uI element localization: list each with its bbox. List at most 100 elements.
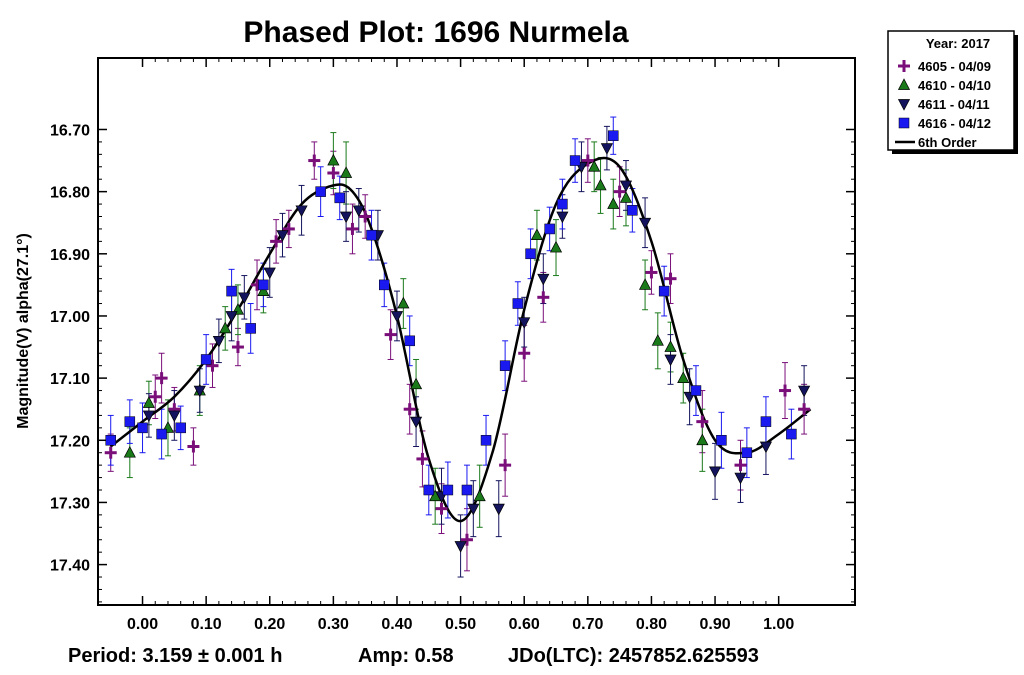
data-point-series-2 xyxy=(397,296,410,309)
data-point-series-3 xyxy=(734,472,747,485)
data-point-series-4 xyxy=(105,435,116,446)
data-point-series-1 xyxy=(416,452,429,465)
legend-item: 4616 - 04/12 xyxy=(898,116,991,131)
data-point-series-3 xyxy=(238,292,251,305)
data-point-series-3 xyxy=(664,354,677,367)
data-point-series-4 xyxy=(627,205,638,216)
data-point-series-1 xyxy=(460,533,473,546)
data-point-series-3 xyxy=(193,385,206,398)
data-point-series-3 xyxy=(759,441,773,454)
data-point-series-2 xyxy=(473,489,486,502)
data-point-series-4 xyxy=(226,285,237,297)
legend-marker xyxy=(898,117,910,129)
data-point-series-1 xyxy=(798,403,811,416)
data-point-series-4 xyxy=(334,192,345,204)
data-point-series-3 xyxy=(518,317,531,329)
x-tick-label: 0.30 xyxy=(318,616,349,633)
data-point-series-2 xyxy=(409,377,423,390)
data-point-series-4 xyxy=(544,223,555,235)
data-point-series-3 xyxy=(212,335,225,348)
data-point-series-2 xyxy=(607,197,620,209)
legend-item-fit: 6th Order xyxy=(895,135,977,150)
data-point-series-4 xyxy=(512,298,524,309)
data-point-series-4 xyxy=(175,422,186,434)
data-point-series-4 xyxy=(137,422,148,434)
data-point-series-4 xyxy=(366,229,377,241)
data-point-series-3 xyxy=(390,311,404,323)
y-tick-label: 16.90 xyxy=(50,247,90,264)
data-point-series-3 xyxy=(295,205,308,218)
data-point-series-1 xyxy=(308,154,321,167)
data-point-series-1 xyxy=(384,328,397,341)
legend-box xyxy=(887,30,1015,151)
data-point-series-2 xyxy=(219,321,232,334)
data-point-series-3 xyxy=(263,267,276,280)
data-point-series-1 xyxy=(435,502,448,515)
chart-title: Phased Plot: 1696 Nurmela xyxy=(243,16,628,49)
x-tick-label: 0.90 xyxy=(699,616,730,633)
data-point-series-2 xyxy=(142,396,155,408)
data-point-series-2 xyxy=(594,178,607,191)
legend-items: 4605 - 04/09 4610 - 04/10 4611 - 04/11 4616… xyxy=(895,59,991,150)
data-point-series-4 xyxy=(200,354,212,365)
data-point-series-1 xyxy=(499,459,512,472)
data-point-series-1 xyxy=(359,210,372,223)
data-point-series-2 xyxy=(677,371,690,383)
data-point-series-3 xyxy=(168,410,181,423)
data-point-series-1 xyxy=(270,235,283,248)
data-point-series-1 xyxy=(206,359,219,372)
legend-label: 4610 - 04/10 xyxy=(918,78,991,93)
data-point-series-3 xyxy=(276,230,289,242)
x-tick-label: 0.20 xyxy=(254,616,285,633)
data-point-series-4 xyxy=(716,435,727,446)
data-point-series-1 xyxy=(696,415,709,428)
data-point-series-1 xyxy=(581,154,594,167)
data-point-series-4 xyxy=(258,279,269,291)
y-tick-label: 16.70 xyxy=(50,122,90,139)
data-point-series-4 xyxy=(525,248,536,260)
data-point-series-4 xyxy=(423,484,435,496)
period-readout: Period: 3.159 ± 0.001 h xyxy=(68,645,282,667)
data-point-series-2 xyxy=(619,191,633,203)
legend-item: 4605 - 04/09 xyxy=(898,59,991,74)
data-point-series-3 xyxy=(638,217,652,230)
legend-marker xyxy=(897,99,911,111)
data-point-series-2 xyxy=(549,240,563,253)
x-tick-label: 0.00 xyxy=(127,616,158,633)
x-tick-label: 0.60 xyxy=(509,616,540,633)
epoch-readout: JDo(LTC): 2457852.625593 xyxy=(508,645,759,667)
legend-label: 4616 - 04/12 xyxy=(918,116,991,131)
data-point-series-4 xyxy=(156,428,167,440)
x-tick-label: 0.10 xyxy=(191,616,222,633)
y-axis: 16.70 16.80 16.90 17.00 17.10 17.20 17.30 17.40 xyxy=(50,122,855,603)
data-point-series-1 xyxy=(327,166,340,179)
data-point-series-1 xyxy=(346,222,359,235)
legend-marker xyxy=(898,60,910,72)
data-point-series-2 xyxy=(638,278,652,290)
data-point-series-4 xyxy=(608,130,619,141)
data-point-series-1 xyxy=(155,372,168,385)
data-point-series-3 xyxy=(492,503,505,516)
data-point-series-4 xyxy=(658,285,670,297)
data-point-series-1 xyxy=(518,347,531,360)
data-point-series-2 xyxy=(530,228,544,241)
data-point-series-3 xyxy=(537,273,550,286)
data-point-series-2 xyxy=(651,334,664,346)
x-tick-label: 0.40 xyxy=(381,616,412,633)
data-point-series-1 xyxy=(403,403,416,416)
data-point-series-3 xyxy=(409,416,423,429)
data-point-series-1 xyxy=(734,459,747,472)
data-point-series-4 xyxy=(786,428,797,440)
y-tick-label: 17.00 xyxy=(50,309,90,326)
data-point-series-4 xyxy=(741,447,753,458)
data-point-series-1 xyxy=(537,291,550,304)
amplitude-readout: Amp: 0.58 xyxy=(358,645,454,667)
data-point-series-3 xyxy=(708,466,722,479)
data-point-series-1 xyxy=(187,440,200,453)
data-point-series-4 xyxy=(124,416,136,427)
data-point-series-2 xyxy=(696,433,709,446)
data-point-series-1 xyxy=(282,222,295,235)
y-tick-label: 17.20 xyxy=(50,433,90,450)
data-point-series-4 xyxy=(461,484,473,496)
x-tick-label: 0.70 xyxy=(572,616,603,633)
